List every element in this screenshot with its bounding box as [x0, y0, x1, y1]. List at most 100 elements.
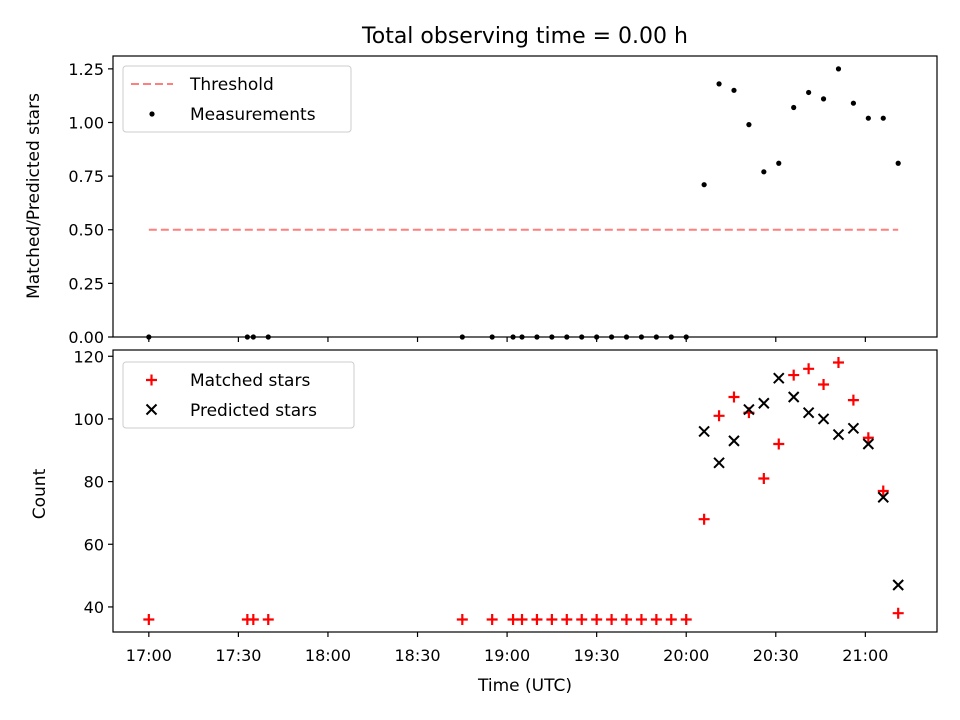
- y-tick-label: 40: [84, 598, 104, 617]
- measurement-point: [731, 87, 737, 93]
- y-tick-label: 1.25: [68, 60, 104, 79]
- matched-star-point: [262, 613, 274, 625]
- ratio-y-ticks: 0.00 0.25 0.50 0.75 1.00 1.25: [68, 60, 113, 347]
- x-tick-label: 18:00: [305, 646, 351, 665]
- ratio-legend: Threshold Measurements: [122, 65, 352, 133]
- x-tick-label: 21:00: [842, 646, 888, 665]
- legend-matched-label: Matched stars: [190, 371, 310, 391]
- x-tick-label: 19:00: [484, 646, 530, 665]
- ratio-legend-box: [122, 65, 352, 133]
- x-tick-label: 18:30: [394, 646, 440, 665]
- predicted-star-point: [832, 428, 845, 441]
- measurement-point: [761, 169, 767, 175]
- matched-star-point: [713, 410, 725, 422]
- y-tick-label: 1.00: [68, 113, 104, 132]
- count-y-label: Count: [30, 468, 50, 519]
- count-panel: 40 60 80 100 120 17:00 17:30 18:00 18:30 19:00 19…: [30, 347, 938, 696]
- matched-star-point: [892, 607, 904, 619]
- matched-star-point: [728, 391, 740, 403]
- matched-star-point: [818, 378, 830, 390]
- y-tick-label: 100: [73, 410, 104, 429]
- x-tick-label: 17:00: [126, 646, 172, 665]
- matched-star-point: [606, 613, 618, 625]
- matched-star-point: [486, 613, 498, 625]
- matched-star-point: [531, 613, 543, 625]
- matched-star-point: [788, 369, 800, 381]
- chart-title: Total observing time = 0.00 h: [361, 24, 688, 49]
- measurement-point: [835, 66, 842, 72]
- measurement-point: [806, 89, 812, 96]
- matched-star-point: [758, 472, 770, 484]
- matched-star-point: [561, 613, 573, 625]
- predicted-star-point: [862, 438, 875, 450]
- predicted-star-point: [743, 403, 755, 416]
- matched-star-point: [698, 513, 710, 525]
- count-marks: [143, 357, 904, 625]
- legend-measurements-swatch: [149, 111, 155, 117]
- matched-star-point: [650, 613, 662, 625]
- y-tick-label: 120: [73, 347, 104, 366]
- matched-star-point: [877, 485, 889, 497]
- count-legend-box: [122, 361, 355, 429]
- legend-measurements-label: Measurements: [190, 105, 316, 125]
- y-tick-label: 0.75: [68, 167, 104, 186]
- matched-star-point: [665, 613, 677, 625]
- x-tick-label: 17:30: [215, 646, 261, 665]
- count-legend: Matched stars Predicted stars: [122, 361, 355, 429]
- y-tick-label: 0.25: [68, 274, 104, 293]
- y-tick-label: 80: [84, 473, 104, 492]
- y-tick-label: 0.50: [68, 221, 104, 240]
- matched-star-point: [591, 613, 603, 625]
- y-tick-label: 60: [84, 535, 104, 554]
- matched-star-point: [546, 613, 558, 625]
- predicted-star-point: [713, 457, 725, 469]
- legend-predicted-swatch: [145, 403, 158, 416]
- predicted-star-point: [773, 372, 785, 384]
- matched-star-point: [773, 438, 785, 450]
- predicted-star-point: [847, 422, 860, 435]
- ratio-y-label: Matched/Predicted stars: [24, 93, 44, 299]
- measurement-point: [701, 182, 707, 188]
- matched-star-point: [803, 363, 815, 375]
- measurement-point: [880, 115, 886, 121]
- x-tick-label: 19:30: [574, 646, 620, 665]
- matched-star-point: [576, 613, 588, 625]
- matched-star-point: [456, 613, 468, 625]
- predicted-star-point: [817, 413, 830, 425]
- predicted-star-point: [728, 435, 740, 447]
- matched-star-point: [680, 613, 692, 625]
- count-y-ticks: 40 60 80 100 120: [73, 347, 113, 617]
- predicted-star-point: [758, 397, 770, 409]
- predicted-star-point: [698, 425, 710, 438]
- matched-star-point: [635, 613, 647, 625]
- measurement-point: [791, 104, 797, 111]
- measurement-point: [746, 122, 752, 128]
- matched-star-point: [247, 613, 259, 625]
- ratio-x-ticks: [148, 337, 866, 342]
- x-tick-label: 20:00: [663, 646, 709, 665]
- predicted-star-point: [787, 391, 800, 403]
- measurement-point: [820, 96, 827, 102]
- legend-threshold-label: Threshold: [189, 75, 274, 95]
- ratio-panel: 0.00 0.25 0.50 0.75 1.00 1.25 Matched/Predict…: [24, 55, 938, 347]
- x-tick-label: 20:30: [753, 646, 799, 665]
- matched-star-point: [862, 432, 874, 444]
- predicted-star-point: [892, 579, 904, 591]
- y-tick-label: 0.00: [68, 328, 104, 347]
- matched-star-point: [516, 613, 528, 625]
- predicted-star-point: [802, 406, 815, 419]
- measurement-point: [776, 160, 782, 166]
- measurement-point: [865, 115, 871, 121]
- x-axis-label: Time (UTC): [477, 676, 572, 696]
- ratio-axes-frame: [112, 55, 938, 338]
- measurement-point: [850, 100, 857, 106]
- matched-star-point: [621, 613, 633, 625]
- count-x-ticks: 17:00 17:30 18:00 18:30 19:00 19:30 20:00 20:30…: [126, 632, 888, 665]
- measurement-point: [895, 160, 901, 166]
- count-axes-frame: [112, 349, 938, 633]
- predicted-star-point: [877, 491, 889, 503]
- measurement-point: [716, 81, 722, 87]
- legend-matched-swatch: [146, 374, 157, 386]
- matched-star-point: [832, 357, 844, 369]
